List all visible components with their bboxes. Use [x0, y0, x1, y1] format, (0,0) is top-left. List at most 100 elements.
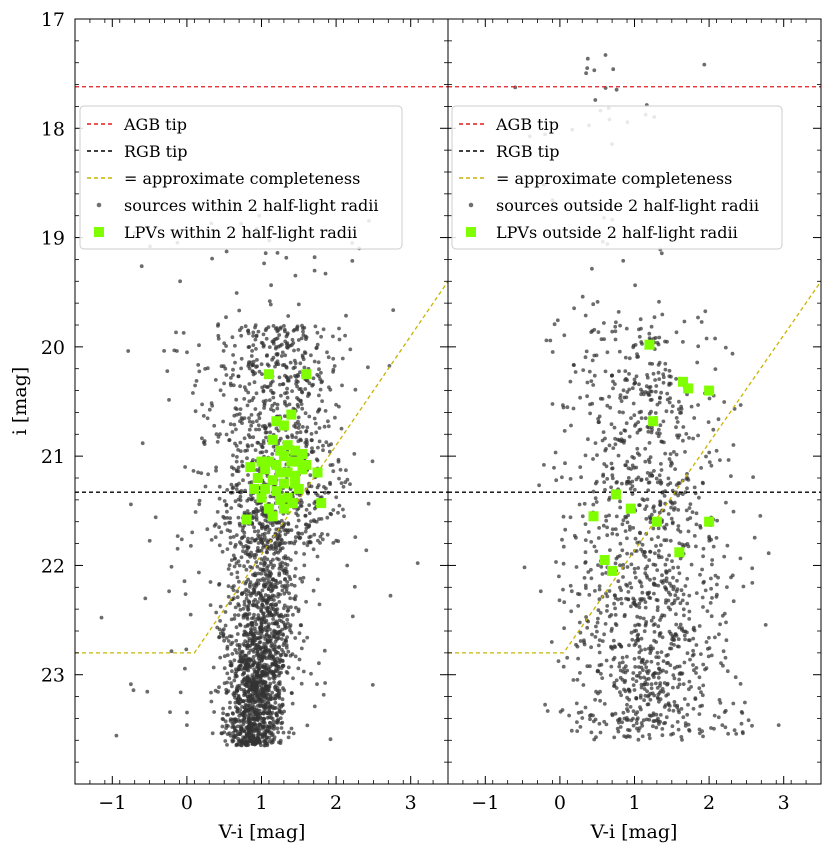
left-source-point — [241, 678, 246, 682]
right-source-point — [667, 381, 672, 386]
left-source-point — [241, 699, 246, 704]
right-source-point — [707, 635, 711, 640]
left-source-point — [319, 370, 323, 375]
left-source-point — [234, 459, 239, 464]
right-lpv-marker — [674, 547, 685, 558]
right-source-point — [715, 518, 719, 523]
right-source-point — [620, 548, 625, 553]
left-source-point — [286, 735, 291, 740]
right-source-point — [664, 670, 669, 674]
right-source-point — [674, 452, 679, 457]
left-source-point — [227, 563, 232, 568]
right-source-point — [703, 309, 708, 314]
right-source-point — [590, 632, 594, 637]
left-source-point — [312, 704, 317, 709]
left-source-point — [262, 743, 267, 748]
left-source-point — [253, 448, 258, 452]
right-source-point — [675, 644, 680, 649]
right-source-point — [670, 520, 675, 525]
left-source-point — [221, 393, 226, 397]
right-source-point — [597, 587, 602, 592]
right-source-point — [658, 713, 663, 717]
left-source-point — [229, 634, 234, 639]
left-source-point — [293, 425, 298, 430]
left-source-point — [126, 349, 131, 353]
right-source-point — [573, 370, 578, 374]
left-source-point — [237, 643, 242, 647]
right-source-point — [633, 712, 638, 716]
right-source-point — [569, 423, 573, 428]
left-source-point — [280, 350, 285, 355]
left-source-point — [248, 732, 252, 737]
right-source-point — [621, 410, 625, 415]
right-source-point — [642, 682, 647, 687]
left-source-point — [250, 496, 255, 501]
right-source-point — [637, 655, 642, 660]
left-source-point — [272, 680, 276, 684]
y-tick-label: 19 — [41, 228, 65, 250]
right-source-point — [643, 605, 648, 610]
left-reference-lines — [75, 86, 448, 654]
left-source-point — [263, 709, 268, 714]
right-source-point — [605, 594, 610, 599]
left-source-point — [262, 535, 267, 540]
right-source-point — [618, 393, 623, 397]
left-source-point — [250, 349, 255, 353]
left-source-point — [323, 271, 328, 276]
right-source-point — [670, 409, 674, 414]
right-source-point — [766, 551, 771, 556]
right-source-point — [597, 663, 602, 668]
right-source-point — [686, 722, 691, 727]
left-source-point — [304, 522, 309, 527]
left-source-point — [244, 684, 249, 689]
left-source-point — [235, 688, 240, 692]
left-source-point — [297, 657, 302, 662]
left-source-point — [279, 721, 284, 726]
right-source-point — [694, 511, 699, 516]
left-source-point — [253, 712, 258, 717]
right-source-point — [596, 330, 601, 334]
right-source-point — [605, 609, 609, 613]
left-source-point — [285, 434, 290, 439]
left-source-point — [259, 675, 263, 680]
right-source-point — [668, 538, 673, 543]
right-source-point — [692, 485, 697, 490]
right-source-point — [613, 561, 618, 566]
left-source-point — [288, 596, 293, 601]
left-source-point — [246, 444, 251, 449]
right-source-point — [731, 701, 736, 706]
left-source-point — [253, 538, 257, 543]
right-source-point — [624, 515, 628, 520]
right-source-point — [687, 729, 692, 733]
right-source-point — [619, 693, 623, 698]
right-source-point — [561, 561, 566, 566]
right-source-point — [637, 327, 641, 332]
right-source-point — [631, 345, 636, 350]
left-source-point — [263, 665, 268, 669]
right-source-point — [593, 589, 597, 593]
right-source-point — [659, 468, 664, 472]
left-source-point — [290, 435, 295, 439]
right-source-point — [682, 697, 687, 701]
left-source-point — [240, 705, 244, 709]
left-source-point — [260, 450, 265, 455]
right-source-point — [655, 568, 660, 572]
right-source-point — [625, 702, 629, 707]
right-source-point — [591, 457, 595, 461]
left-source-point — [279, 525, 284, 530]
right-source-point — [640, 542, 645, 547]
right-source-point — [604, 464, 609, 469]
right-source-point — [724, 620, 728, 625]
right-source-point — [677, 682, 682, 687]
right-source-point — [676, 407, 681, 412]
left-legend-frame — [79, 105, 403, 250]
left-source-point — [267, 345, 272, 349]
right-source-point — [581, 368, 586, 372]
right-source-point — [665, 661, 669, 666]
left-source-point — [273, 687, 278, 692]
right-source-point — [709, 463, 714, 468]
right-source-point — [639, 682, 644, 687]
right-source-point — [663, 361, 668, 366]
left-source-point — [274, 337, 278, 341]
right-source-point — [701, 662, 706, 667]
